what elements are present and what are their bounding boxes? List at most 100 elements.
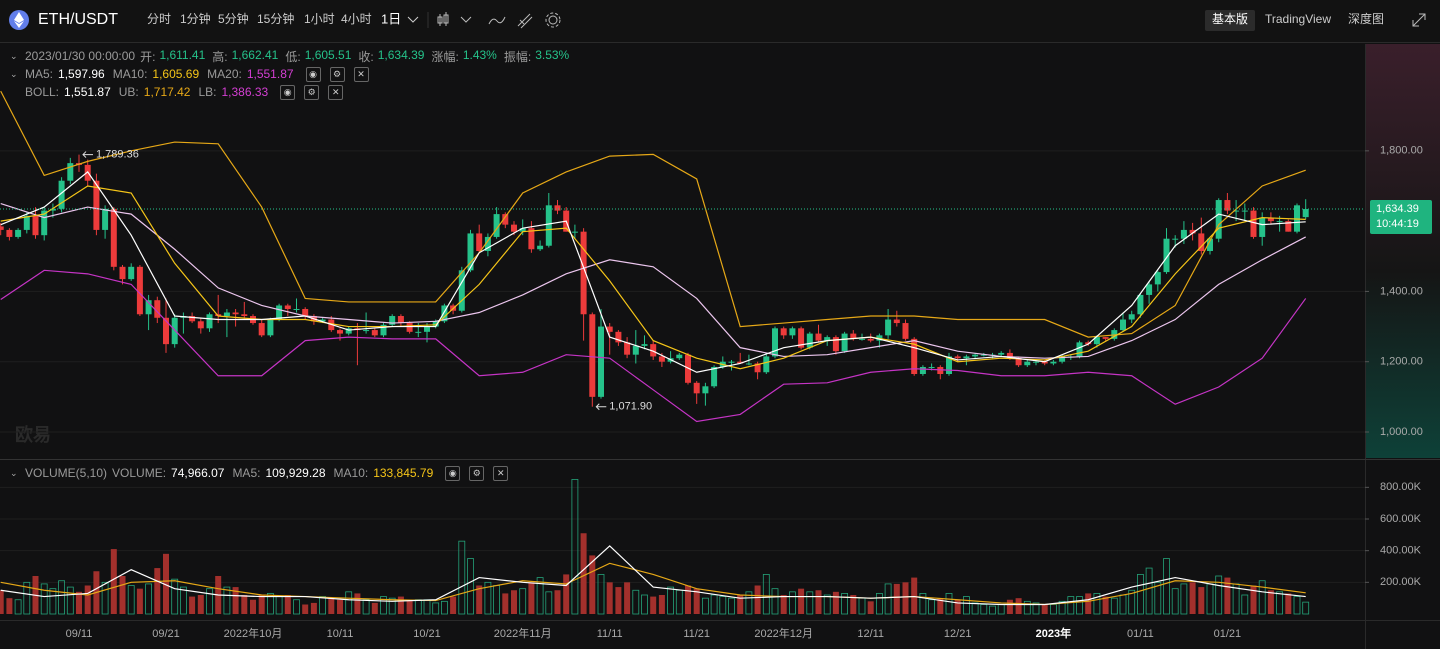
volume-bar xyxy=(1015,598,1022,614)
candle-body xyxy=(911,338,918,375)
x-tick-label: 2023年 xyxy=(1036,626,1071,640)
candle-body xyxy=(658,356,665,362)
candle-body xyxy=(415,331,422,333)
volume-bar xyxy=(806,591,814,615)
interval-tab[interactable]: 1分钟 xyxy=(180,11,211,26)
candle-body xyxy=(1076,342,1083,357)
field-value: 3.53% xyxy=(535,47,570,62)
candle-body xyxy=(824,337,831,341)
interval-tab[interactable]: 1日 xyxy=(381,11,401,26)
volume-bar xyxy=(1154,581,1162,615)
candle-body xyxy=(1085,342,1092,345)
field-label: 低: xyxy=(285,49,301,64)
legend-icon[interactable]: ✕ xyxy=(353,66,369,82)
candle-body xyxy=(284,305,291,309)
legend-icon[interactable]: ◉ xyxy=(445,465,461,481)
volume-bar xyxy=(1137,574,1144,615)
volume-bar xyxy=(354,593,361,614)
interval-tab[interactable]: 4小时 xyxy=(341,12,372,26)
volume-bar xyxy=(1110,597,1118,615)
volume-bar xyxy=(702,597,709,615)
candle-body xyxy=(424,326,430,332)
candle-body xyxy=(1154,272,1161,285)
volume-bar xyxy=(563,574,570,614)
candle-body xyxy=(145,300,152,315)
view-tab[interactable]: 基本版 xyxy=(1212,12,1248,26)
volume-bar xyxy=(589,555,596,614)
interval-tab[interactable]: 15分钟 xyxy=(257,11,294,26)
volume-bar xyxy=(6,598,13,614)
collapse[interactable]: ⌄ xyxy=(10,68,18,79)
candle-body xyxy=(519,228,526,232)
volume-bar xyxy=(1119,594,1127,615)
volume-bar xyxy=(1250,585,1257,614)
indicator-line xyxy=(0,185,1306,370)
volume-bar xyxy=(337,599,343,614)
candle-body xyxy=(1215,200,1222,239)
volume-bar xyxy=(76,591,82,614)
candle-body xyxy=(258,323,265,336)
candle-body xyxy=(885,319,892,336)
candle-body xyxy=(1172,238,1179,240)
volume-bar xyxy=(1085,593,1092,614)
volume-bar xyxy=(850,595,857,614)
volume-bar xyxy=(954,599,961,614)
volume-bar xyxy=(66,586,74,615)
active-view-bg xyxy=(1205,10,1255,31)
candle-body xyxy=(711,366,718,387)
symbol[interactable]: ETH/USDT xyxy=(38,11,118,28)
candle-body xyxy=(937,366,944,375)
legend-icon[interactable]: ◉ xyxy=(280,84,296,100)
date: 2023/01/30 00:00:00 xyxy=(25,49,136,63)
legend-icon[interactable]: ◉ xyxy=(305,66,321,82)
toolbar-icons[interactable] xyxy=(437,12,1426,29)
candle-body xyxy=(650,344,657,357)
legend-icon[interactable]: ⚙ xyxy=(329,66,345,82)
candle-body xyxy=(1137,294,1144,315)
interval-tab[interactable]: 分时 xyxy=(147,12,171,26)
candle-body xyxy=(1050,361,1057,364)
y-tick-label: 800.00K xyxy=(1380,481,1422,493)
volume-bar xyxy=(893,583,900,614)
volume-bar xyxy=(440,600,448,615)
legend-value: 1,551.87 xyxy=(64,85,111,99)
volume-bar xyxy=(476,585,483,614)
candle-body xyxy=(1189,229,1196,234)
view-tab[interactable]: TradingView xyxy=(1265,12,1331,26)
x-tick-label: 11/21 xyxy=(683,628,710,640)
candle-body xyxy=(737,361,744,364)
volume-bar xyxy=(615,587,622,614)
interval-chevron[interactable] xyxy=(407,16,419,23)
legend-icon[interactable]: ⚙ xyxy=(304,84,320,100)
legend-label: LB: xyxy=(198,85,217,99)
candle-body xyxy=(772,328,778,357)
candle-body xyxy=(441,305,448,322)
candle-body xyxy=(467,233,474,271)
indicator-line xyxy=(0,269,1307,423)
volume-bar xyxy=(319,596,327,615)
legend-icon[interactable]: ✕ xyxy=(493,465,509,481)
legend-label: VOLUME: xyxy=(112,466,167,480)
interval-tab[interactable]: 1小时 xyxy=(304,12,335,26)
legend-icon[interactable]: ✕ xyxy=(328,84,344,100)
collapse[interactable]: ⌄ xyxy=(10,467,18,478)
candle-body xyxy=(980,354,987,356)
volume-bar xyxy=(84,585,91,614)
volume-bar xyxy=(127,585,135,615)
volume-bar xyxy=(928,599,935,615)
volume-bar xyxy=(432,602,440,615)
volume-bar xyxy=(789,591,796,615)
field-label: 收: xyxy=(358,49,374,64)
collapse[interactable]: ⌄ xyxy=(10,50,18,61)
candle-body xyxy=(789,328,796,336)
interval-tab[interactable]: 5分钟 xyxy=(218,11,249,26)
view-tab[interactable]: 深度图 xyxy=(1348,11,1384,26)
candle-body xyxy=(276,305,283,320)
volume-bar xyxy=(1206,583,1214,615)
watermark: 欧易 xyxy=(15,424,51,445)
y-tick-label: 200.00K xyxy=(1380,576,1422,588)
legend-icon[interactable]: ⚙ xyxy=(469,465,485,481)
candle-body xyxy=(397,316,404,324)
volume-bar xyxy=(206,588,213,615)
